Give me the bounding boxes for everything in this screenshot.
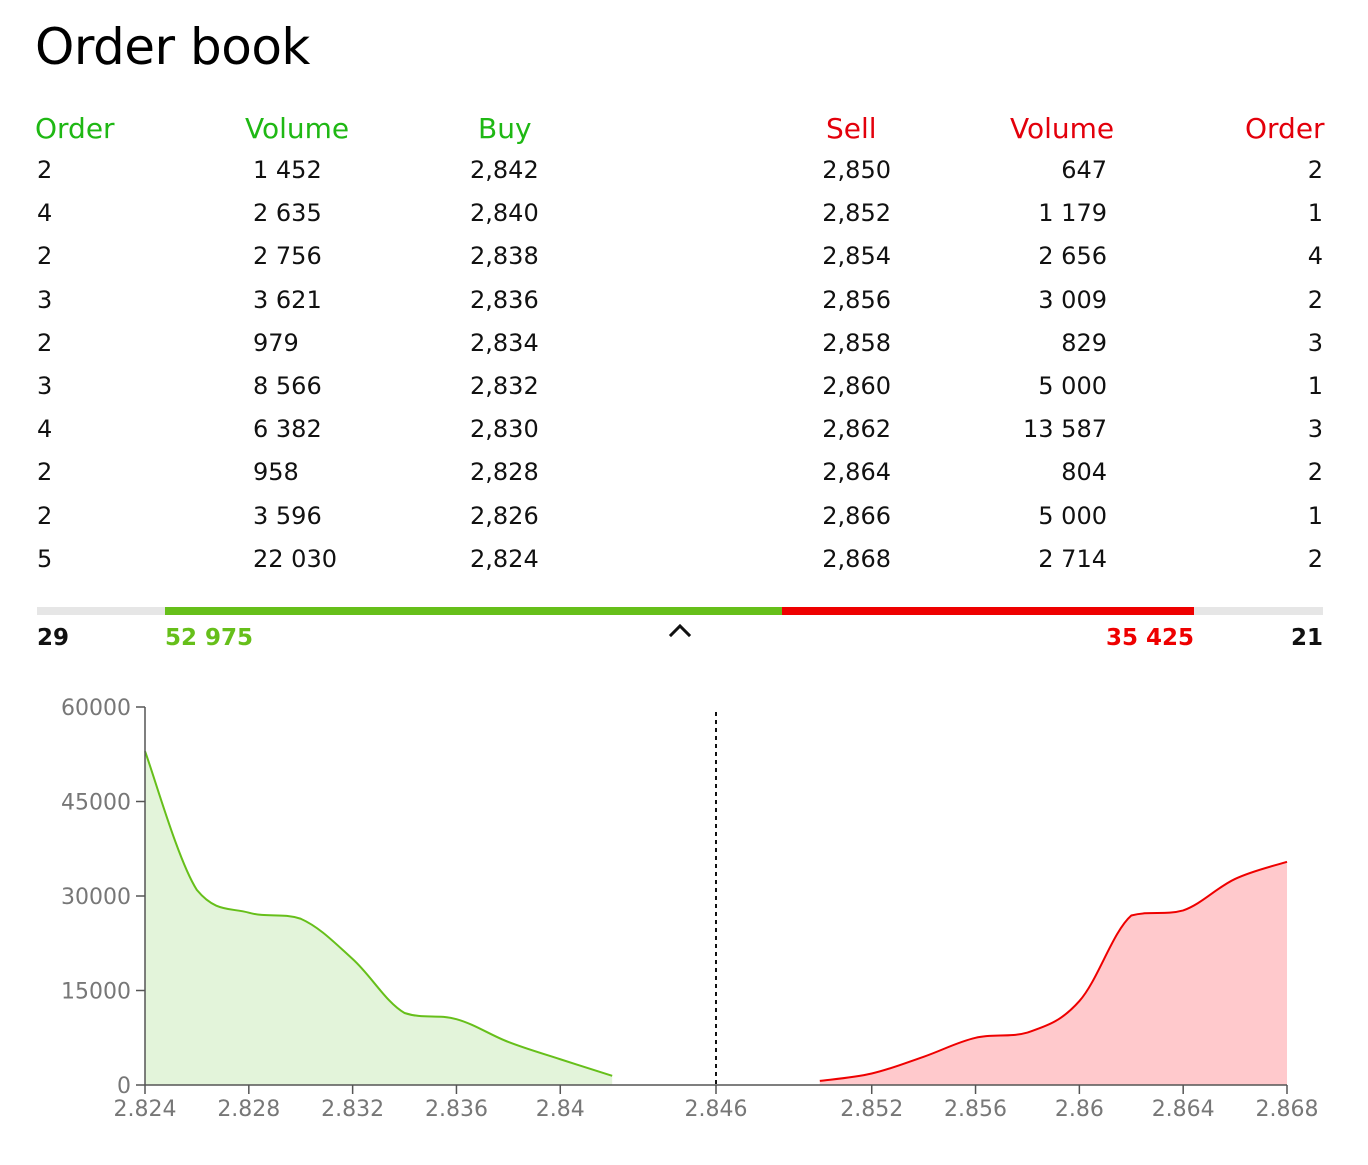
chevron-up-icon[interactable]: [668, 622, 692, 640]
cell-sell-order: 3: [1307, 328, 1323, 357]
cell-buy-volume: 22 030: [253, 544, 337, 573]
cell-sell-volume: 1 179: [1038, 199, 1107, 228]
cell-sell-order: 2: [1307, 285, 1323, 314]
cell-sell-order: 1: [1307, 199, 1323, 228]
header-buy-price: Buy: [478, 112, 532, 145]
cell-buy-volume: 3 621: [253, 285, 322, 314]
x-tick-label: 2.852: [840, 1097, 903, 1122]
cell-sell-price: 2,852: [822, 199, 891, 228]
cell-buy-price: 2,836: [470, 285, 539, 314]
header-sell-price: Sell: [826, 112, 877, 145]
cell-sell-price: 2,864: [822, 458, 891, 487]
buy-depth-area: [145, 751, 613, 1085]
x-tick-label: 2.84: [536, 1097, 585, 1122]
cell-sell-order: 1: [1307, 501, 1323, 530]
cell-buy-price: 2,824: [470, 544, 539, 573]
cell-sell-volume: 647: [1061, 156, 1107, 184]
x-tick-label: 2.856: [944, 1097, 1007, 1122]
y-tick-label: 0: [117, 1074, 131, 1099]
x-tick-label: 2.828: [217, 1097, 280, 1122]
cell-sell-volume: 2 714: [1038, 544, 1107, 573]
x-tick-label: 2.868: [1256, 1097, 1319, 1122]
total-buy-orders: 29: [37, 625, 70, 651]
cell-sell-price: 2,866: [822, 501, 891, 530]
cell-buy-order: 4: [37, 199, 53, 228]
cell-buy-order: 5: [37, 544, 53, 573]
cell-buy-price: 2,834: [470, 328, 539, 357]
depth-chart: 0 15000 30000 45000 60000 2.824 2.828 2.832 2.83…: [61, 696, 1319, 1122]
cell-sell-order: 1: [1307, 372, 1323, 400]
header-buy-volume: Volume: [245, 112, 350, 145]
cell-buy-price: 2,832: [470, 372, 539, 400]
total-sell-orders: 21: [1290, 625, 1323, 651]
y-tick-label: 15000: [61, 980, 131, 1005]
balance-bar-buy: [165, 607, 782, 615]
cell-buy-price: 2,838: [470, 242, 539, 271]
x-tick-label: 2.846: [685, 1097, 748, 1122]
cell-buy-price: 2,840: [470, 199, 539, 228]
cell-sell-price: 2,850: [822, 156, 891, 184]
total-sell-volume: 35 425: [1105, 625, 1194, 651]
cell-sell-price: 2,860: [822, 372, 891, 400]
cell-sell-order: 2: [1307, 156, 1323, 184]
cell-buy-order: 2: [37, 501, 53, 530]
buy-depth-line: [144, 750, 613, 1077]
x-tick-label: 2.832: [321, 1097, 384, 1122]
cell-sell-volume: 2 656: [1038, 242, 1107, 271]
sell-depth-area: [819, 861, 1287, 1085]
cell-buy-order: 2: [37, 156, 53, 184]
cell-buy-volume: 958: [253, 458, 299, 487]
cell-buy-price: 2,826: [470, 501, 539, 530]
sell-depth-line: [819, 860, 1288, 1082]
cell-buy-volume: 8 566: [253, 372, 322, 400]
cell-sell-price: 2,858: [822, 328, 891, 357]
cell-sell-order: 3: [1307, 415, 1323, 444]
cell-buy-price: 2,830: [470, 415, 539, 444]
header-sell-order: Order: [1245, 112, 1325, 145]
y-tick-label: 60000: [61, 696, 131, 721]
cell-sell-volume: 13 587: [1023, 415, 1107, 444]
cell-buy-order: 2: [37, 458, 53, 487]
y-tick-label: 30000: [61, 885, 131, 910]
cell-sell-order: 2: [1307, 458, 1323, 487]
x-tick-label: 2.836: [425, 1097, 488, 1122]
x-tick-label: 2.824: [114, 1097, 177, 1122]
cell-buy-volume: 2 635: [253, 199, 322, 228]
cell-buy-order: 2: [37, 242, 53, 271]
cell-buy-volume: 3 596: [253, 501, 322, 530]
cell-sell-price: 2,854: [822, 242, 891, 271]
y-tick-label: 45000: [61, 791, 131, 816]
cell-sell-price: 2,856: [822, 285, 891, 314]
header-buy-order: Order: [35, 112, 115, 145]
cell-buy-volume: 1 452: [253, 156, 322, 184]
header-sell-volume: Volume: [1010, 112, 1115, 145]
cell-sell-volume: 5 000: [1038, 501, 1107, 530]
cell-buy-order: 4: [37, 415, 53, 444]
cell-buy-order: 3: [37, 372, 53, 400]
x-tick-label: 2.86: [1055, 1097, 1104, 1122]
cell-sell-price: 2,868: [822, 544, 891, 573]
cell-sell-price: 2,862: [822, 415, 891, 444]
cell-buy-order: 2: [37, 328, 53, 357]
balance-bar-sell: [781, 607, 1194, 615]
cell-buy-volume: 979: [253, 328, 299, 357]
total-buy-volume: 52 975: [165, 625, 254, 651]
cell-sell-order: 2: [1307, 544, 1323, 573]
cell-sell-order: 4: [1307, 242, 1323, 271]
cell-sell-volume: 804: [1061, 458, 1107, 487]
cell-sell-volume: 5 000: [1038, 372, 1107, 400]
page-title: Order book: [35, 18, 310, 76]
x-tick-label: 2.864: [1152, 1097, 1215, 1122]
cell-sell-volume: 829: [1061, 328, 1107, 357]
cell-buy-volume: 6 382: [253, 415, 322, 444]
cell-sell-volume: 3 009: [1038, 285, 1107, 314]
cell-buy-order: 3: [37, 285, 53, 314]
cell-buy-price: 2,842: [470, 156, 539, 184]
cell-buy-volume: 2 756: [253, 242, 322, 271]
cell-buy-price: 2,828: [470, 458, 539, 487]
